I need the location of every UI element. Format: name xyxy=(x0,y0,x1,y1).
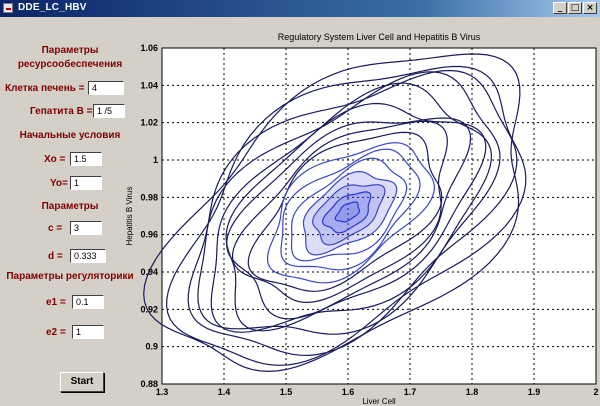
params-header: Параметры xyxy=(41,201,99,212)
contour-ring xyxy=(225,102,487,332)
contour-ring xyxy=(232,120,448,304)
liver-cell-label: Клетка печень = xyxy=(5,83,85,94)
y-tick-label: 0.88 xyxy=(140,379,158,389)
y-tick-label: 0.94 xyxy=(140,267,158,277)
window-controls: _ □ × xyxy=(553,2,597,14)
contour-ring xyxy=(165,65,527,366)
y-tick-label: 1.06 xyxy=(140,43,158,53)
x-tick-label: 2 xyxy=(593,387,598,397)
resource-header-line1: Параметры xyxy=(41,45,99,56)
x-tick-label: 1.5 xyxy=(280,387,293,397)
close-button[interactable]: × xyxy=(583,2,597,14)
contour-ring xyxy=(143,53,521,373)
contour-ring xyxy=(267,142,436,284)
y-tick-label: 0.92 xyxy=(140,304,158,314)
liver-cell-input[interactable]: 4 xyxy=(88,81,124,95)
yo-label: Yo= xyxy=(50,178,68,189)
hepatitis-b-label: Гепатита В = xyxy=(30,106,93,117)
contour-ring xyxy=(290,157,408,262)
contour-ring xyxy=(197,71,501,335)
contour-ring xyxy=(226,117,472,320)
contour-ring xyxy=(312,184,386,246)
x-axis-ticks: 1.3 1.4 1.5 1.6 1.7 1.8 1.9 2 xyxy=(156,387,599,397)
xo-input[interactable]: 1.5 xyxy=(70,152,102,166)
y-tick-label: 1 xyxy=(153,155,158,165)
matlab-window-icon xyxy=(3,3,13,13)
hepatitis-b-input[interactable]: 1 /5 xyxy=(93,104,125,118)
x-axis-label: Liver Cell xyxy=(362,397,396,406)
c-label: c = xyxy=(48,223,63,234)
e1-label: e1 = xyxy=(46,297,66,308)
c-input[interactable]: 3 xyxy=(70,221,102,235)
contour-ring xyxy=(321,191,372,234)
y-axis-ticks: 0.88 0.9 0.92 0.94 0.96 0.98 1 1.02 1.04 1.06 xyxy=(140,43,158,389)
x-tick-label: 1.9 xyxy=(528,387,541,397)
e1-input[interactable]: 0.1 xyxy=(72,295,104,309)
e2-label: e2 = xyxy=(46,327,66,338)
x-tick-label: 1.3 xyxy=(156,387,169,397)
contour-ring xyxy=(280,148,421,271)
y-tick-label: 1.02 xyxy=(140,118,158,128)
contour-ring xyxy=(210,82,493,333)
resource-header-line2: ресурсообеспечения xyxy=(17,59,123,70)
d-input[interactable]: 0.333 xyxy=(70,249,106,263)
contour-ring xyxy=(334,201,360,223)
regulatory-params-header: Параметры регуляторики xyxy=(6,271,134,282)
start-button[interactable]: Start xyxy=(60,372,104,392)
initial-conditions-header: Начальные условия xyxy=(19,130,121,141)
y-tick-label: 0.96 xyxy=(140,230,158,240)
x-tick-label: 1.8 xyxy=(466,387,479,397)
x-tick-label: 1.7 xyxy=(404,387,417,397)
title-bar: DDE_LC_HBV _ □ × xyxy=(0,0,600,17)
minimize-button[interactable]: _ xyxy=(553,2,567,14)
y-axis-label: Hepatitis B Virus xyxy=(125,187,134,246)
xo-label: Xo = xyxy=(44,154,66,165)
d-label: d = xyxy=(48,251,63,262)
y-tick-label: 0.98 xyxy=(140,192,158,202)
y-tick-label: 1.04 xyxy=(140,80,158,90)
contour-ring xyxy=(302,170,398,256)
e2-input[interactable]: 1 xyxy=(72,325,104,339)
x-tick-label: 1.4 xyxy=(218,387,231,397)
parameter-panel: Параметры ресурсообеспечения Клетка пече… xyxy=(0,17,140,406)
contour-ring xyxy=(247,131,443,292)
trajectory-contours xyxy=(143,53,527,373)
maximize-button[interactable]: □ xyxy=(568,2,582,14)
y-tick-label: 0.9 xyxy=(145,342,158,352)
window-title: DDE_LC_HBV xyxy=(18,2,87,13)
yo-input[interactable]: 1 xyxy=(70,176,102,190)
x-tick-label: 1.6 xyxy=(342,387,355,397)
chart-title: Regulatory System Liver Cell and Hepatit… xyxy=(278,32,481,42)
